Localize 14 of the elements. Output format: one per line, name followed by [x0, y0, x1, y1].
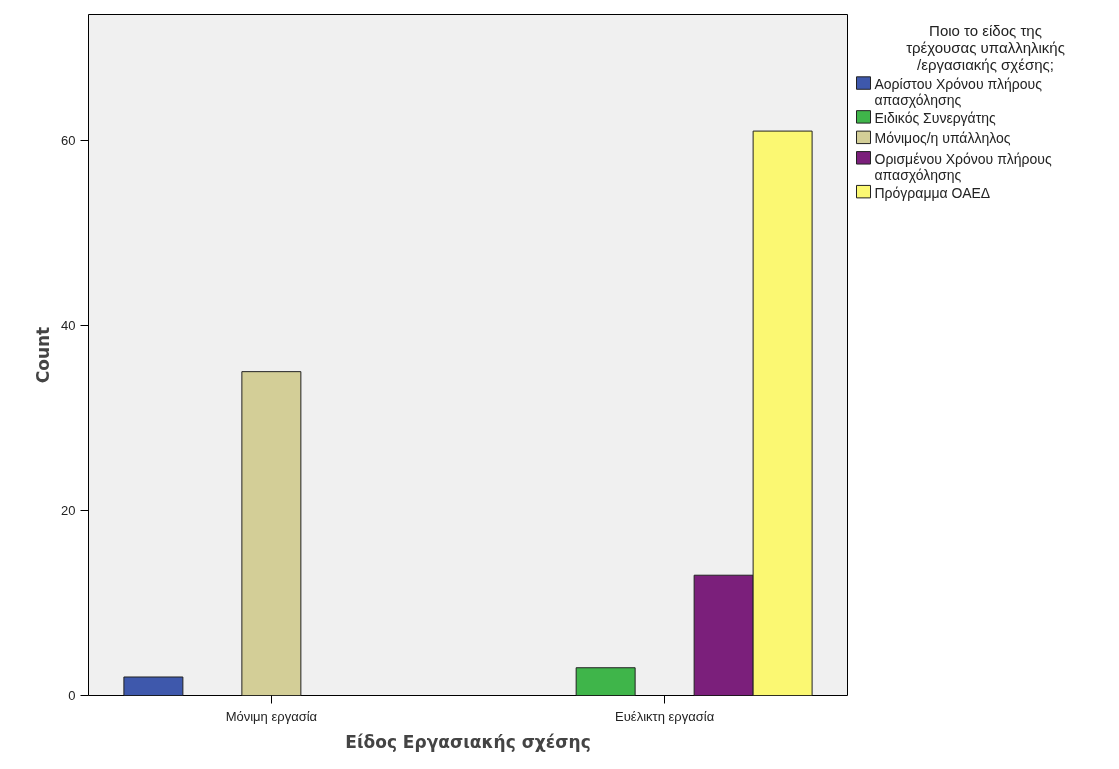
- legend-label: Αορίστου Χρόνου πλήρους απασχόλησης: [874, 75, 1043, 108]
- y-axis-title: Count: [33, 326, 54, 384]
- x-tick-label: Μόνιμη εργασία: [225, 708, 318, 724]
- x-tick-label: Ευέλικτη εργασία: [615, 708, 715, 724]
- y-tick-label: 0: [68, 688, 76, 703]
- legend-label: Ειδικός Συνεργάτης: [874, 109, 997, 126]
- legend-label: Ορισμένου Χρόνου πλήρους απασχόλησης: [874, 150, 1053, 183]
- x-axis-title: Είδος Εργασιακής σχέσης: [345, 731, 591, 752]
- y-tick-label: 20: [61, 502, 76, 518]
- legend-label: Μόνιμος/η υπάλληλος: [874, 130, 1011, 147]
- y-tick-label: 40: [61, 317, 76, 333]
- legend-label: Πρόγραμμα ΟΑΕΔ: [874, 184, 991, 201]
- legend-title: Ποιο το είδος της τρέχουσας υπαλληλικής /εργασιακής σχέσης;: [906, 21, 1065, 73]
- y-tick-label: 60: [61, 132, 76, 148]
